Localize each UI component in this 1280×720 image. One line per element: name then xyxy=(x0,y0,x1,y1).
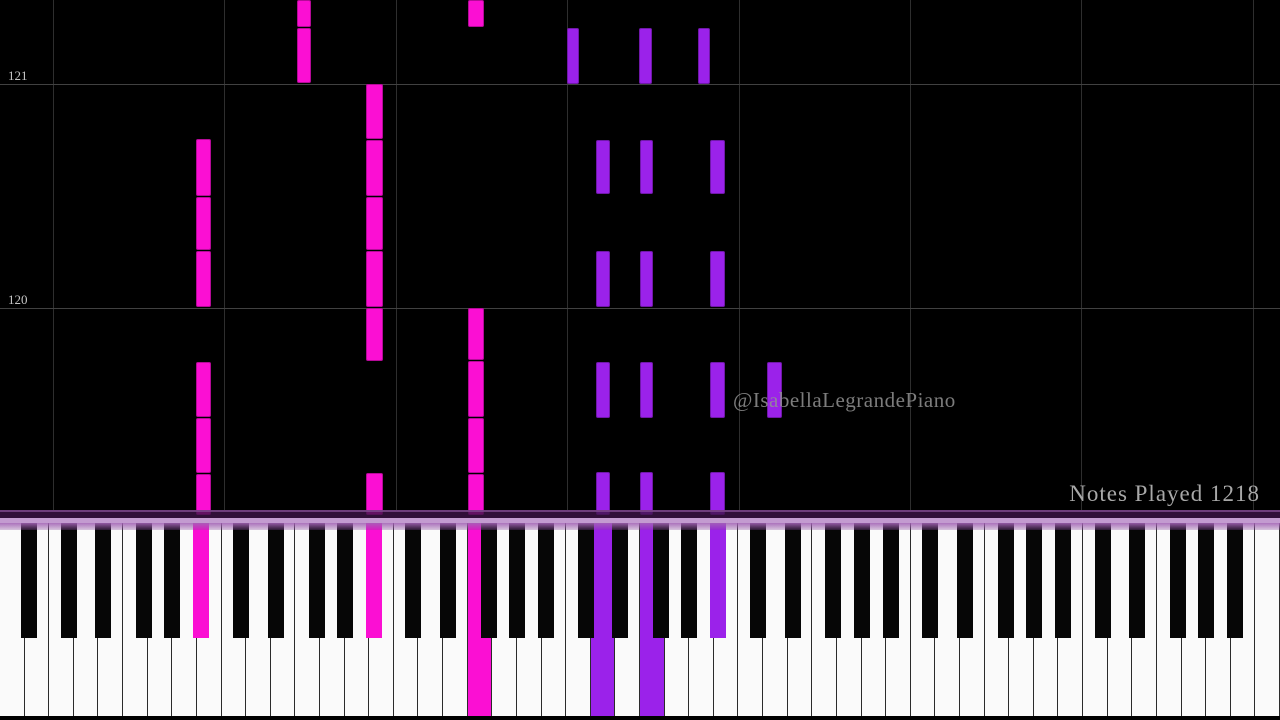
beat-grid-line xyxy=(567,0,569,510)
piano-key-f-sharp-5[interactable] xyxy=(825,523,842,638)
piano-key-g-sharp-1[interactable] xyxy=(164,523,181,638)
falling-note-a-sharp-4 xyxy=(710,472,725,515)
measure-number-label: 121 xyxy=(8,68,28,83)
falling-note-f3 xyxy=(468,0,484,27)
piano-key-a-sharp-2[interactable] xyxy=(365,523,382,638)
piano-key-f-sharp-2[interactable] xyxy=(308,523,325,638)
falling-note-a-sharp-2 xyxy=(366,251,383,307)
piano-key-d-sharp-7[interactable] xyxy=(1129,523,1146,638)
channel-watermark: @IsabellaLegrandePiano xyxy=(733,388,956,412)
measure-line xyxy=(0,308,1280,309)
piano-key-c-sharp-2[interactable] xyxy=(233,523,250,638)
piano-keyboard xyxy=(0,523,1280,720)
piano-key-f-sharp-7[interactable] xyxy=(1170,523,1187,638)
piano-key-d-sharp-1[interactable] xyxy=(95,523,112,638)
falling-note-a-sharp-1 xyxy=(196,474,211,515)
beat-grid-line xyxy=(738,0,740,510)
piano-key-d-sharp-6[interactable] xyxy=(957,523,973,638)
piano-key-a-sharp-1[interactable] xyxy=(193,523,210,638)
piano-key-c8[interactable] xyxy=(1255,523,1280,720)
piano-key-c-sharp-1[interactable] xyxy=(60,523,77,638)
notes-played-counter: Notes Played 1218 xyxy=(1069,481,1260,506)
beat-grid-line xyxy=(1252,0,1254,510)
piano-key-c-sharp-7[interactable] xyxy=(1094,523,1111,638)
falling-note-c4 xyxy=(567,28,579,84)
falling-note-f4 xyxy=(640,472,653,515)
falling-note-f4 xyxy=(640,362,653,418)
falling-note-f4 xyxy=(639,28,652,84)
beat-grid-line xyxy=(395,0,397,510)
measure-number-label: 120 xyxy=(8,292,28,307)
piano-key-a-sharp-7[interactable] xyxy=(1227,523,1244,638)
piano-key-d-sharp-2[interactable] xyxy=(267,523,284,638)
falling-note-a-sharp-4 xyxy=(710,140,725,194)
falling-note-f3 xyxy=(468,308,484,360)
piano-key-c-sharp-4[interactable] xyxy=(577,523,594,638)
falling-note-a4 xyxy=(698,28,710,84)
falling-note-f3 xyxy=(468,474,484,515)
piano-key-g-sharp-6[interactable] xyxy=(1025,523,1042,638)
falling-note-a-sharp-2 xyxy=(366,84,383,139)
piano-key-c-sharp-5[interactable] xyxy=(750,523,767,638)
piano-key-a-sharp-6[interactable] xyxy=(1054,523,1071,638)
falling-note-a-sharp-1 xyxy=(196,362,211,417)
falling-note-a-sharp-4 xyxy=(710,362,725,418)
hit-line-highlight xyxy=(0,518,1280,523)
piano-key-g-sharp-4[interactable] xyxy=(681,523,698,638)
keyboard-top-shadow xyxy=(0,523,1280,530)
beat-grid-line xyxy=(910,0,911,510)
piano-key-g-sharp-3[interactable] xyxy=(508,523,525,638)
falling-note-f3 xyxy=(468,361,484,417)
falling-note-a-sharp-4 xyxy=(710,251,725,307)
piano-key-d-sharp-4[interactable] xyxy=(612,523,629,638)
falling-note-f3 xyxy=(468,418,484,473)
falling-note-a-sharp-2 xyxy=(366,197,383,250)
piano-key-d-sharp-5[interactable] xyxy=(784,523,801,638)
piano-key-f-sharp-6[interactable] xyxy=(997,523,1014,638)
piano-key-a-sharp-4[interactable] xyxy=(710,523,727,638)
piano-key-g-sharp-2[interactable] xyxy=(336,523,353,638)
measure-line xyxy=(0,84,1280,85)
falling-note-d4 xyxy=(596,251,610,307)
piano-key-c-sharp-3[interactable] xyxy=(405,523,422,638)
falling-note-a-sharp-1 xyxy=(196,197,211,250)
hit-line-bar xyxy=(0,510,1280,518)
piano-key-d-sharp-3[interactable] xyxy=(440,523,457,638)
falling-note-f4 xyxy=(640,140,653,194)
falling-note-d5 xyxy=(767,362,782,418)
piano-key-g-sharp-7[interactable] xyxy=(1198,523,1215,638)
falling-note-d4 xyxy=(596,140,610,194)
beat-grid-line xyxy=(53,0,54,510)
falling-note-a-sharp-2 xyxy=(366,140,383,196)
falling-note-a-sharp-1 xyxy=(196,139,211,196)
beat-grid-line xyxy=(224,0,226,510)
falling-note-f2 xyxy=(297,0,311,27)
falling-note-f4 xyxy=(640,251,653,307)
piano-key-a-sharp-3[interactable] xyxy=(538,523,555,638)
piano-key-a-sharp-5[interactable] xyxy=(882,523,899,638)
piano-key-g-sharp-5[interactable] xyxy=(853,523,870,638)
falling-note-d4 xyxy=(596,362,610,418)
beat-grid-line xyxy=(1081,0,1083,510)
falling-note-d4 xyxy=(596,472,610,515)
falling-note-a-sharp-1 xyxy=(196,251,211,307)
piano-key-f-sharp-4[interactable] xyxy=(653,523,670,638)
falling-note-a-sharp-2 xyxy=(366,308,383,361)
falling-note-a-sharp-2 xyxy=(366,473,383,515)
piano-key-f-sharp-1[interactable] xyxy=(136,523,153,638)
piano-key-a-sharp-0[interactable] xyxy=(21,523,38,638)
piano-key-c-sharp-6[interactable] xyxy=(922,523,939,638)
keyboard-bottom-edge xyxy=(0,716,1280,720)
piano-key-d5[interactable] xyxy=(763,523,788,720)
falling-note-a-sharp-1 xyxy=(196,418,211,473)
piano-key-f-sharp-3[interactable] xyxy=(480,523,497,638)
falling-note-f2 xyxy=(297,28,311,83)
